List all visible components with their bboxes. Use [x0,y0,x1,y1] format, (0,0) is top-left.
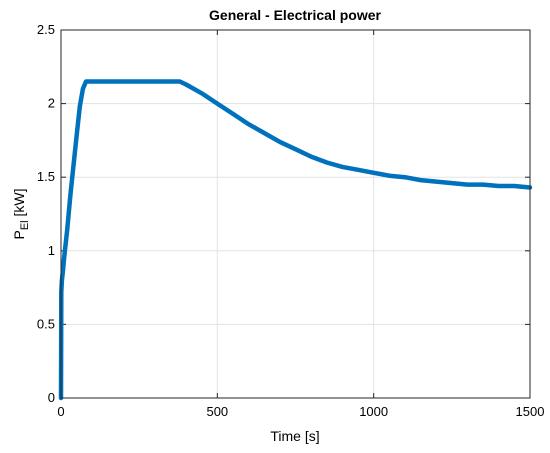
x-axis-label: Time [s] [270,428,319,444]
x-tick-label: 0 [57,404,64,419]
x-tick-label: 1000 [359,404,388,419]
y-axis-label: PEl [kW] [11,188,31,239]
x-tick-label: 1500 [516,404,545,419]
y-tick-label: 0 [48,390,55,405]
series-layer [58,79,533,401]
y-axis-label-subscript: El [19,220,31,230]
y-axis-label-main: P [11,230,27,239]
series-line [58,79,533,401]
x-tick-label: 500 [206,404,228,419]
grid [60,29,531,399]
y-tick-label: 2 [48,96,55,111]
tick-labels: 0 500 1000 1500 0 0.5 1 1.5 2 2.5 [37,22,545,419]
y-tick-label: 0.5 [37,316,55,331]
y-tick-label: 1.5 [37,169,55,184]
tick-marks [60,29,531,399]
plot-frame [60,29,531,399]
y-axis-label-unit: [kW] [11,188,27,220]
y-tick-label: 2.5 [37,22,55,37]
chart-title: General - Electrical power [209,7,382,23]
y-tick-label: 1 [48,243,55,258]
